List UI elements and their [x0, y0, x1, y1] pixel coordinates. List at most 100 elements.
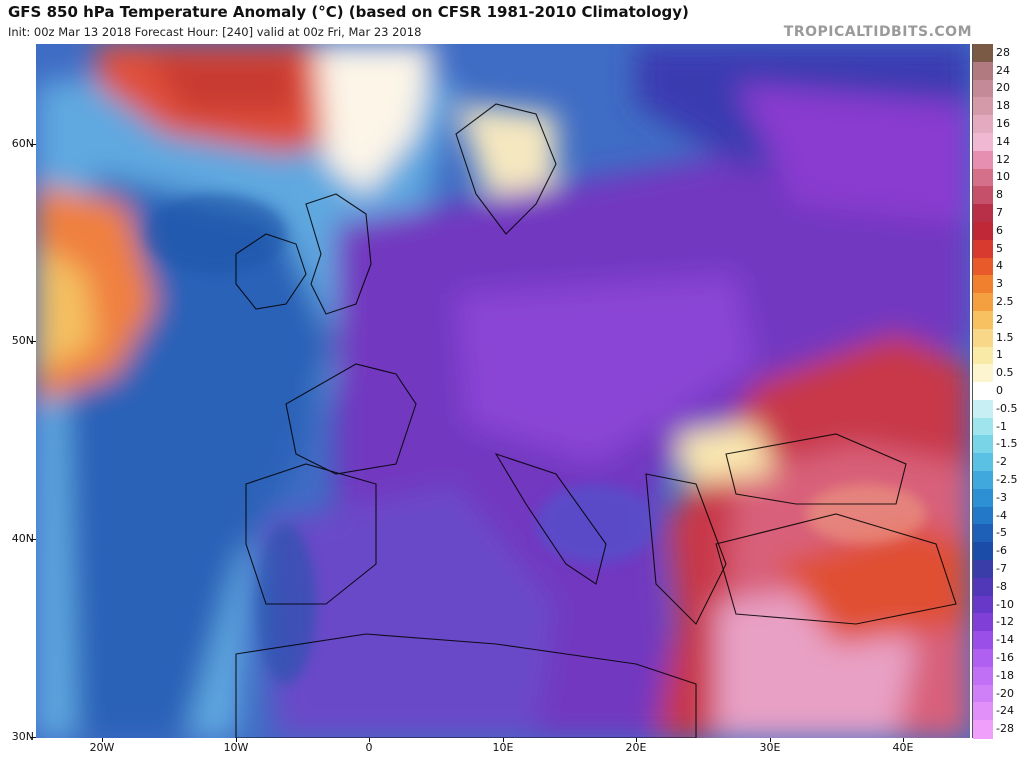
colorbar-label: 16	[996, 117, 1010, 131]
lon-label: 0	[365, 741, 373, 754]
colorbar-segment	[973, 560, 993, 579]
colorbar-label: -10	[996, 597, 1014, 611]
lon-label: 20W	[89, 741, 115, 754]
colorbar-label: 20	[996, 81, 1010, 95]
colorbar-segment	[973, 186, 993, 205]
colorbar-label: -2.5	[996, 472, 1018, 486]
colorbar-segment	[973, 524, 993, 543]
lon-label: 40E	[892, 741, 914, 754]
lat-label: 30N	[11, 730, 34, 743]
colorbar-label: 8	[996, 188, 1003, 202]
lon-tick	[369, 738, 370, 742]
lon-label: 30E	[759, 741, 781, 754]
colorbar-label: 14	[996, 134, 1010, 148]
colorbar-segment	[973, 471, 993, 490]
colorbar-segment	[973, 328, 993, 348]
colorbar-label: 6	[996, 223, 1003, 237]
colorbar-segment	[973, 115, 993, 134]
colorbar-label: 7	[996, 206, 1003, 220]
colorbar-label: 28	[996, 45, 1010, 59]
colorbar-label: -2	[996, 455, 1007, 469]
colorbar-segment	[973, 364, 993, 383]
colorbar-segment	[973, 382, 993, 401]
colorbar-segment	[973, 542, 993, 561]
colorbar-label: -3	[996, 490, 1007, 504]
colorbar-segment	[973, 684, 993, 703]
colorbar-segment	[973, 595, 993, 615]
colorbar-label: 0.5	[996, 366, 1014, 380]
colorbar-segment	[973, 168, 993, 187]
anomaly-map[interactable]	[36, 44, 970, 738]
colorbar-segment	[973, 132, 993, 152]
colorbar-label: 2.5	[996, 295, 1014, 309]
colorbar-label: -16	[996, 650, 1014, 664]
lat-tick	[30, 144, 36, 145]
lon-tick	[903, 738, 904, 742]
colorbar-label: -7	[996, 561, 1007, 575]
lat-tick	[30, 341, 36, 342]
colorbar-label: -4	[996, 508, 1007, 522]
colorbar-label: 24	[996, 63, 1010, 77]
lat-tick	[30, 539, 36, 540]
colorbar-segment	[973, 399, 993, 419]
colorbar-segment	[973, 221, 993, 241]
colorbar-segment	[973, 666, 993, 686]
lon-tick	[102, 738, 103, 742]
colorbar-segment	[973, 649, 993, 668]
colorbar-label: 1	[996, 348, 1003, 362]
colorbar-segment	[973, 275, 993, 294]
colorbar-label: -28	[996, 722, 1014, 736]
colorbar-label: -24	[996, 704, 1014, 718]
colorbar-label: -1.5	[996, 437, 1018, 451]
colorbar-label: 5	[996, 241, 1003, 255]
colorbar-segment	[973, 44, 993, 63]
colorbar-label: 2	[996, 312, 1003, 326]
colorbar-segment	[973, 506, 993, 526]
lat-label: 40N	[11, 532, 34, 545]
colorbar-segment	[973, 417, 993, 437]
colorbar-label: -18	[996, 668, 1014, 682]
colorbar-label: 0	[996, 384, 1003, 397]
colorbar-segment	[973, 150, 993, 170]
lon-tick	[770, 738, 771, 742]
colorbar-label: -14	[996, 633, 1014, 647]
colorbar-segment	[973, 435, 993, 454]
colorbar-label: -6	[996, 544, 1007, 558]
colorbar-segment	[973, 613, 993, 632]
lat-label: 60N	[11, 137, 34, 150]
colorbar-segment	[973, 310, 993, 330]
colorbar-label: 4	[996, 259, 1003, 273]
lon-label: 20E	[625, 741, 647, 754]
lon-tick	[503, 738, 504, 742]
colorbar-segment	[973, 631, 993, 650]
colorbar-label: 1.5	[996, 330, 1014, 344]
colorbar-segment	[973, 577, 993, 597]
colorbar-segment	[973, 702, 993, 721]
colorbar-segment	[973, 346, 993, 365]
colorbar-segment	[973, 79, 993, 98]
lon-label: 10W	[223, 741, 249, 754]
colorbar-label: -8	[996, 579, 1007, 593]
lat-label: 50N	[11, 334, 34, 347]
init-forecast-info: Init: 00z Mar 13 2018 Forecast Hour: [24…	[8, 25, 422, 39]
colorbar-label: 10	[996, 170, 1010, 184]
lon-tick	[236, 738, 237, 742]
chart-title: GFS 850 hPa Temperature Anomaly (°C) (ba…	[8, 3, 689, 21]
source-watermark: TROPICALTIDBITS.COM	[783, 24, 972, 40]
colorbar-label: -1	[996, 419, 1007, 433]
colorbar-label: -5	[996, 526, 1007, 540]
colorbar-segment	[973, 239, 993, 259]
lon-tick	[636, 738, 637, 742]
colorbar-segment	[973, 453, 993, 472]
colorbar-label: -0.5	[996, 401, 1018, 415]
lat-tick	[30, 737, 36, 738]
colorbar-label: 3	[996, 277, 1003, 291]
colorbar-label: -20	[996, 686, 1014, 700]
colorbar-segment	[973, 488, 993, 508]
colorbar	[972, 44, 993, 739]
anomaly-field	[36, 44, 970, 738]
colorbar-segment	[973, 61, 993, 81]
colorbar-label: -12	[996, 615, 1014, 629]
colorbar-segment	[973, 204, 993, 223]
colorbar-segment	[973, 720, 993, 739]
